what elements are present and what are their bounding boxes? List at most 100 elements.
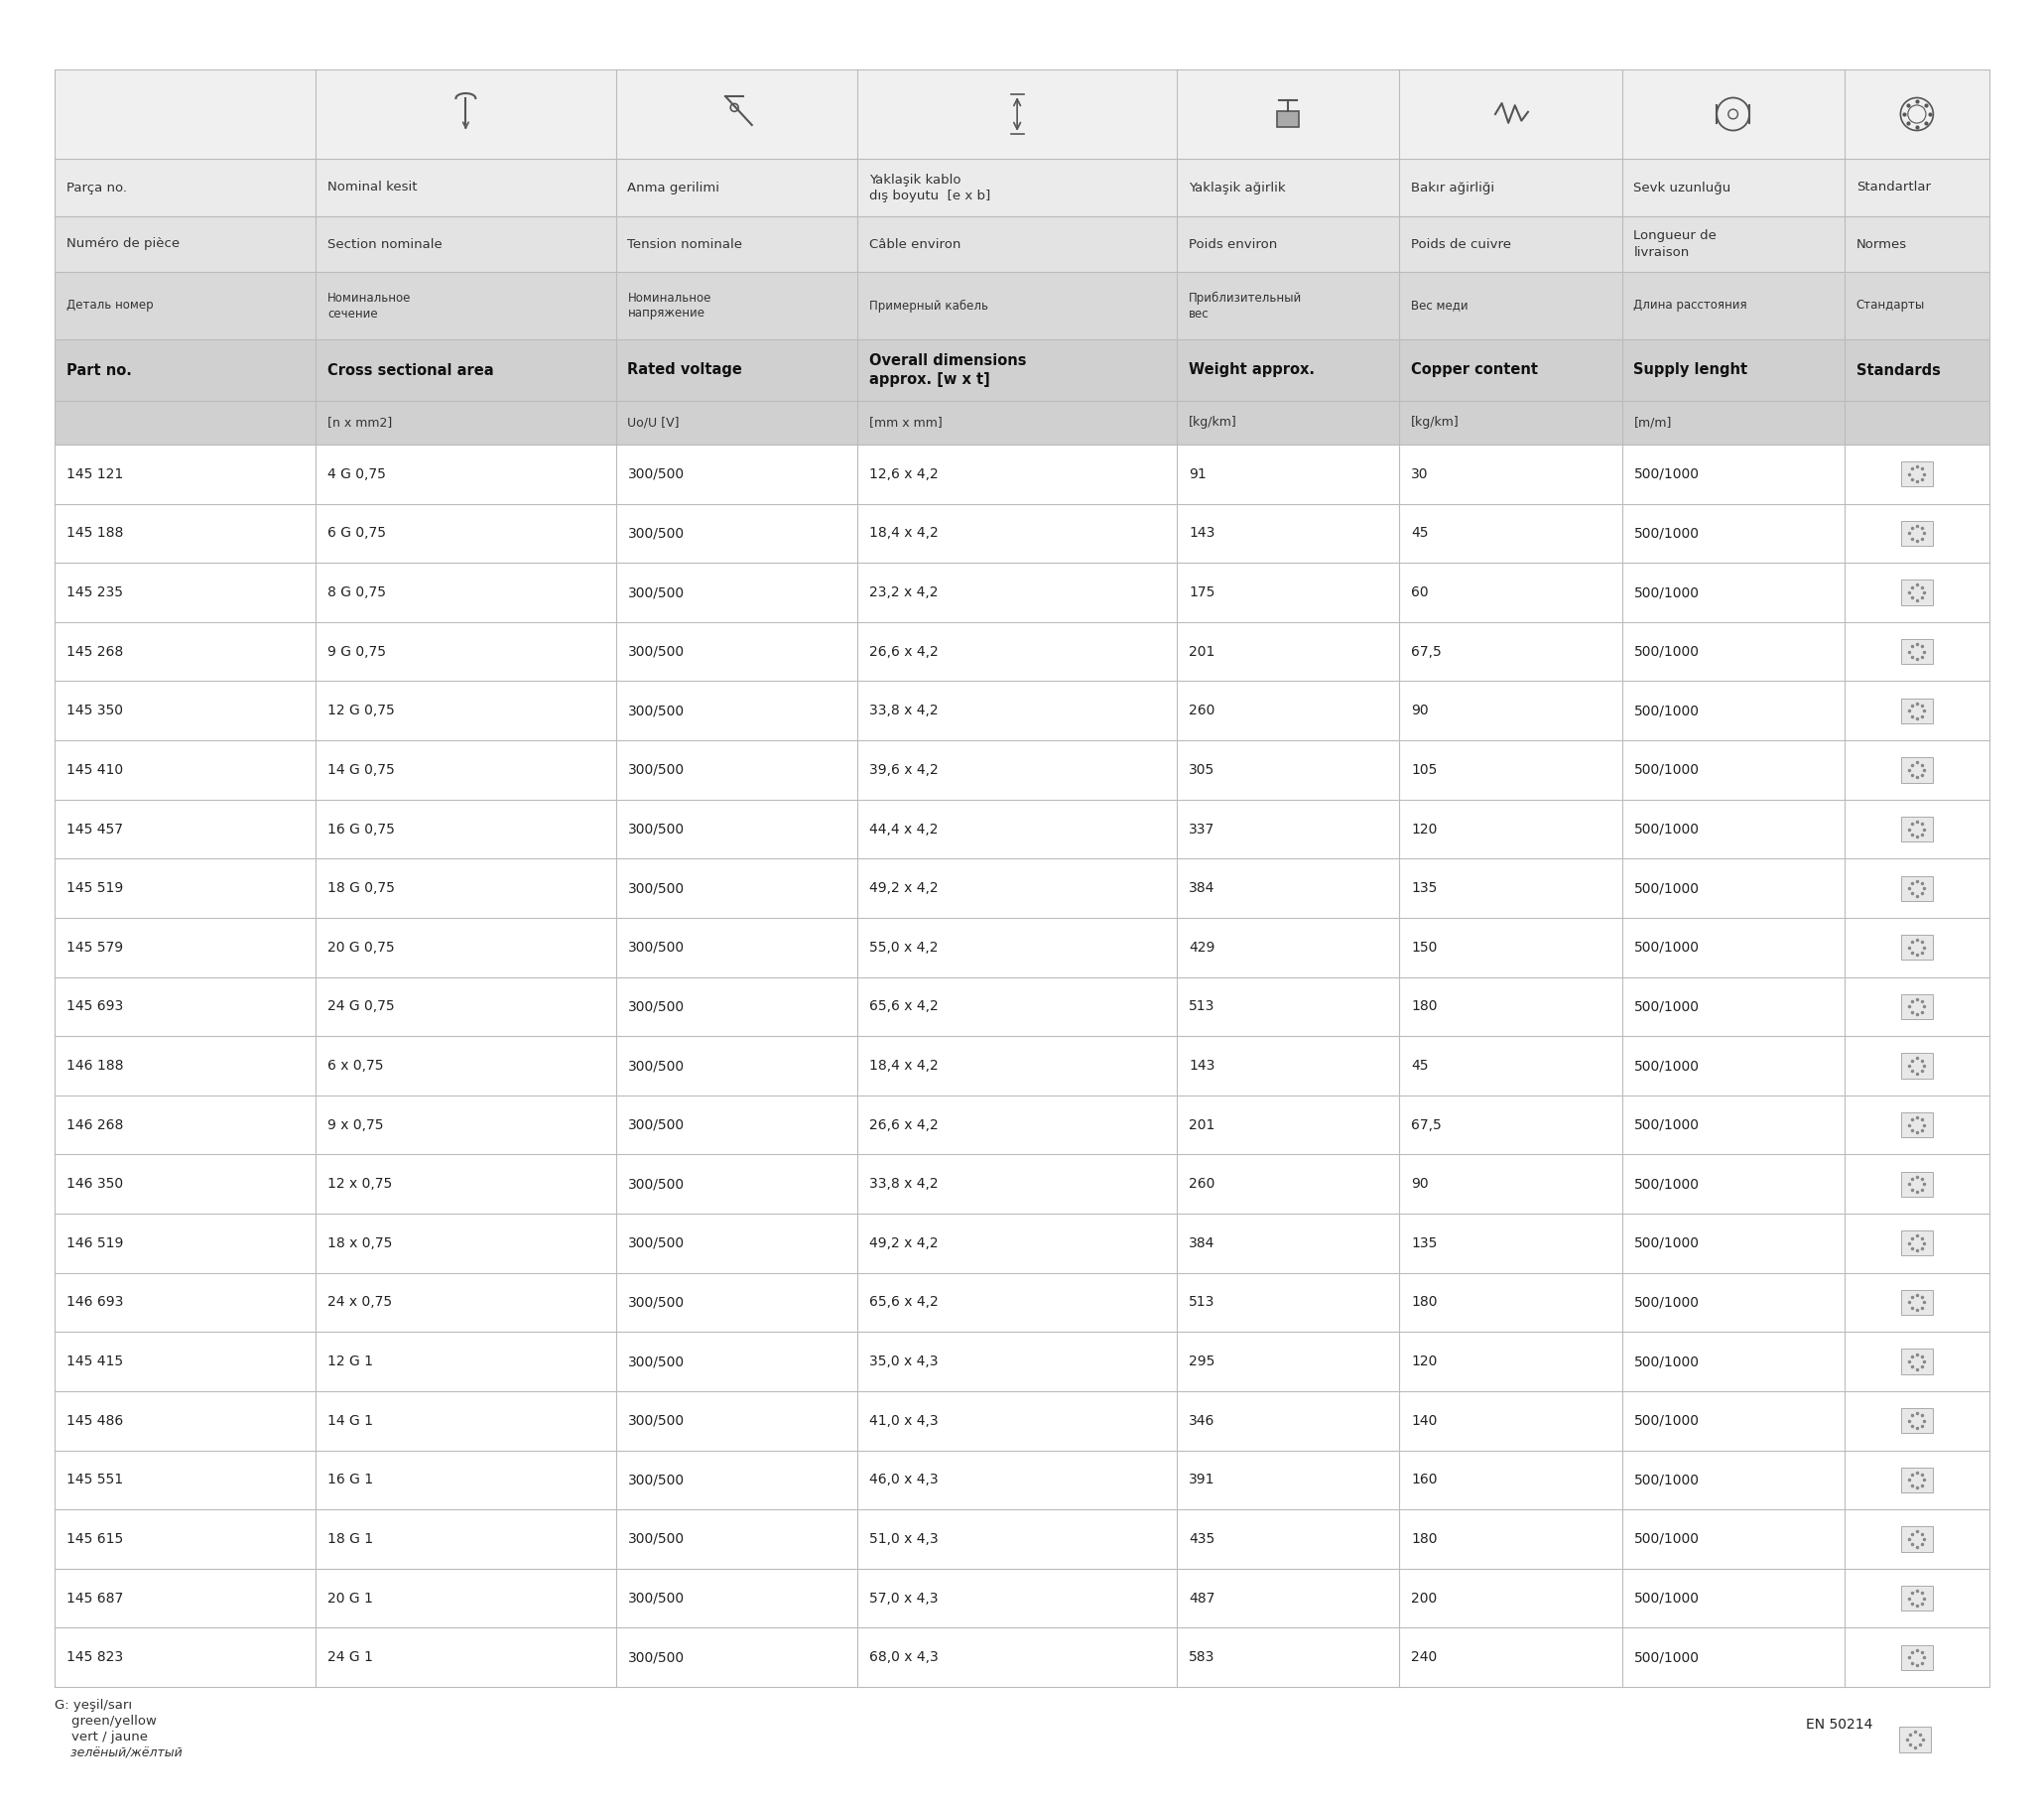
Text: 49,2 x 4,2: 49,2 x 4,2	[869, 881, 938, 896]
Text: 12 G 0,75: 12 G 0,75	[327, 704, 394, 717]
Text: 26,6 x 4,2: 26,6 x 4,2	[869, 645, 938, 659]
Bar	[55, 1273, 1989, 1333]
Bar	[1901, 1112, 1934, 1138]
Text: 14 G 1: 14 G 1	[327, 1414, 374, 1429]
Text: Tension nominale: Tension nominale	[628, 238, 742, 251]
Bar	[55, 444, 1989, 504]
Text: 146 519: 146 519	[67, 1237, 123, 1250]
Text: 300/500: 300/500	[628, 1178, 685, 1190]
Text: 300/500: 300/500	[628, 1474, 685, 1486]
Text: 145 615: 145 615	[67, 1531, 123, 1546]
Bar	[55, 401, 1989, 444]
Text: green/yellow: green/yellow	[55, 1714, 157, 1728]
Text: Вес меди: Вес меди	[1410, 300, 1468, 312]
Text: Anma gerilimi: Anma gerilimi	[628, 181, 719, 193]
Bar	[1901, 520, 1934, 545]
Bar	[55, 504, 1989, 563]
Text: Длина расстояния: Длина расстояния	[1633, 300, 1748, 312]
Bar	[55, 563, 1989, 621]
Text: Standards: Standards	[1856, 363, 1940, 377]
Bar	[55, 740, 1989, 800]
Text: G: yeşil/sarı: G: yeşil/sarı	[55, 1699, 133, 1712]
Text: 18,4 x 4,2: 18,4 x 4,2	[869, 1058, 938, 1073]
Text: 14 G 0,75: 14 G 0,75	[327, 762, 394, 777]
Text: 180: 180	[1410, 1001, 1437, 1013]
Text: 65,6 x 4,2: 65,6 x 4,2	[869, 1295, 938, 1309]
Bar	[1901, 1349, 1934, 1374]
Text: 500/1000: 500/1000	[1633, 526, 1699, 540]
Text: Standartlar: Standartlar	[1856, 181, 1932, 193]
Text: 300/500: 300/500	[628, 1237, 685, 1250]
Text: 49,2 x 4,2: 49,2 x 4,2	[869, 1237, 938, 1250]
Text: 4 G 0,75: 4 G 0,75	[327, 468, 386, 480]
Text: EN 50214: EN 50214	[1805, 1718, 1872, 1732]
Text: 30: 30	[1410, 468, 1429, 480]
Bar	[1901, 1289, 1934, 1315]
Text: Примерный кабель: Примерный кабель	[869, 300, 989, 312]
Text: 145 579: 145 579	[67, 941, 123, 954]
Text: 67,5: 67,5	[1410, 1118, 1441, 1132]
Text: [n x mm2]: [n x mm2]	[327, 415, 392, 430]
Text: 150: 150	[1410, 941, 1437, 954]
Text: Yaklaşik ağirlik: Yaklaşik ağirlik	[1190, 181, 1286, 193]
Text: 20 G 1: 20 G 1	[327, 1591, 374, 1606]
Text: 500/1000: 500/1000	[1633, 1178, 1699, 1190]
Text: 45: 45	[1410, 1058, 1429, 1073]
Bar	[55, 340, 1989, 401]
Text: Copper content: Copper content	[1410, 363, 1539, 377]
Text: 260: 260	[1190, 1178, 1214, 1190]
Text: 300/500: 300/500	[628, 585, 685, 600]
Bar	[55, 1569, 1989, 1627]
Text: Rated voltage: Rated voltage	[628, 363, 742, 377]
Bar	[55, 273, 1989, 340]
Text: 143: 143	[1190, 526, 1214, 540]
Bar	[55, 159, 1989, 217]
Text: 135: 135	[1410, 1237, 1437, 1250]
Text: 145 823: 145 823	[67, 1651, 123, 1665]
Text: 500/1000: 500/1000	[1633, 468, 1699, 480]
Bar	[55, 1450, 1989, 1510]
Bar	[1901, 1230, 1934, 1255]
Text: 305: 305	[1190, 762, 1214, 777]
Text: 513: 513	[1190, 1295, 1214, 1309]
Text: 500/1000: 500/1000	[1633, 1058, 1699, 1073]
Text: Nominal kesit: Nominal kesit	[327, 181, 417, 193]
Text: 26,6 x 4,2: 26,6 x 4,2	[869, 1118, 938, 1132]
Text: 24 G 0,75: 24 G 0,75	[327, 1001, 394, 1013]
Text: 146 350: 146 350	[67, 1178, 123, 1190]
Text: 46,0 x 4,3: 46,0 x 4,3	[869, 1474, 938, 1486]
Text: 18,4 x 4,2: 18,4 x 4,2	[869, 526, 938, 540]
Text: 500/1000: 500/1000	[1633, 1354, 1699, 1369]
Text: 500/1000: 500/1000	[1633, 585, 1699, 600]
Text: 146 268: 146 268	[67, 1118, 123, 1132]
Text: vert / jaune: vert / jaune	[55, 1730, 147, 1743]
Text: 23,2 x 4,2: 23,2 x 4,2	[869, 585, 938, 600]
Text: 41,0 x 4,3: 41,0 x 4,3	[869, 1414, 938, 1429]
Text: 12,6 x 4,2: 12,6 x 4,2	[869, 468, 938, 480]
Text: [kg/km]: [kg/km]	[1190, 415, 1237, 430]
Text: 145 687: 145 687	[67, 1591, 123, 1606]
Text: 24 G 1: 24 G 1	[327, 1651, 374, 1665]
Text: 45: 45	[1410, 526, 1429, 540]
Text: 160: 160	[1410, 1474, 1437, 1486]
Text: Poids de cuivre: Poids de cuivre	[1410, 238, 1511, 251]
Text: Bakır ağirliği: Bakır ağirliği	[1410, 181, 1494, 193]
Text: 145 235: 145 235	[67, 585, 123, 600]
Text: 500/1000: 500/1000	[1633, 822, 1699, 836]
Bar	[55, 217, 1989, 273]
Text: 500/1000: 500/1000	[1633, 1651, 1699, 1665]
Text: 146 188: 146 188	[67, 1058, 123, 1073]
Bar	[55, 1391, 1989, 1450]
Text: 60: 60	[1410, 585, 1429, 600]
Text: 300/500: 300/500	[628, 941, 685, 954]
Bar	[1901, 462, 1934, 486]
Text: 240: 240	[1410, 1651, 1437, 1665]
Text: 300/500: 300/500	[628, 1591, 685, 1606]
Text: 68,0 x 4,3: 68,0 x 4,3	[869, 1651, 938, 1665]
Bar	[55, 858, 1989, 917]
Text: Sevk uzunluğu: Sevk uzunluğu	[1633, 181, 1731, 193]
Text: 55,0 x 4,2: 55,0 x 4,2	[869, 941, 938, 954]
Text: 346: 346	[1190, 1414, 1214, 1429]
Text: 500/1000: 500/1000	[1633, 645, 1699, 659]
Text: 429: 429	[1190, 941, 1214, 954]
